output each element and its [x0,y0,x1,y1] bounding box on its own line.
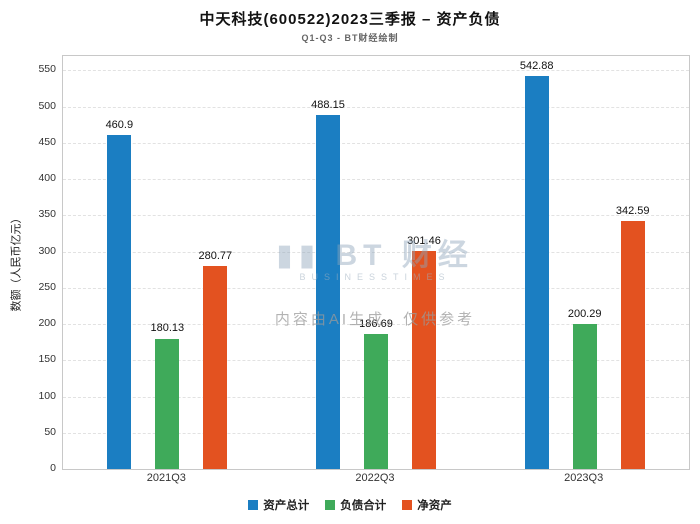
legend-swatch [325,500,336,510]
bar-value-label: 180.13 [150,322,185,335]
bar-value-label: 200.29 [567,307,602,320]
y-tick-label: 250 [38,280,56,293]
bar-负债合计-2023Q3 [572,323,597,469]
bar-净资产-2022Q3 [412,250,436,469]
x-tick-label-2021Q3: 2021Q3 [146,472,186,484]
bar-value-label: 280.77 [198,249,233,262]
y-axis-label-container: 数额（人民币亿元） [0,55,30,468]
gridline [63,106,689,108]
y-tick-label: 100 [38,389,56,402]
legend-swatch [402,500,413,510]
gridline [63,215,689,217]
gridline [63,142,689,144]
gridline [63,179,689,181]
gridline [63,70,689,72]
bar-value-label: 460.9 [105,119,134,132]
bar-value-label: 542.88 [519,59,554,72]
y-tick-label: 200 [38,317,56,330]
gridline [63,324,689,326]
bar-负债合计-2021Q3 [155,338,180,469]
y-tick-label: 550 [38,63,56,76]
bar-净资产-2021Q3 [203,265,228,469]
legend: 资产总计 负债合计 净资产 [0,497,700,513]
y-tick-label: 400 [38,172,56,185]
bar-value-label: 342.59 [615,204,650,217]
y-tick-label: 0 [50,462,56,474]
legend-label: 负债合计 [340,500,387,512]
bar-资产总计-2023Q3 [524,75,549,469]
y-tick-label: 450 [38,135,56,148]
bar-value-label: 186.69 [359,317,393,330]
y-tick-label: 500 [38,99,56,112]
bar-净资产-2023Q3 [620,220,645,469]
y-tick-label: 350 [38,208,56,221]
y-tick-label: 150 [38,353,56,366]
legend-item-净资产: 净资产 [402,497,452,513]
legend-item-负债合计: 负债合计 [325,497,386,513]
legend-label: 资产总计 [263,500,310,512]
legend-label: 净资产 [417,500,452,512]
gridline [63,287,689,289]
bar-value-label: 488.15 [311,99,345,112]
x-tick-label-2022Q3: 2022Q3 [355,472,395,484]
chart-subtitle: Q1-Q3 - BT财经绘制 [301,33,399,43]
y-tick-label: 50 [44,425,56,438]
bar-资产总计-2022Q3 [316,115,340,469]
legend-swatch [248,500,259,510]
chart-title: 中天科技(600522)2023三季报 – 资产负债 [199,11,501,28]
bar-资产总计-2021Q3 [107,135,132,469]
gridline [63,251,689,253]
bar-负债合计-2022Q3 [364,333,388,469]
y-tick-label: 300 [38,244,56,257]
y-axis-label: 数额（人民币亿元） [10,212,22,311]
x-tick-label-2023Q3: 2023Q3 [564,472,604,484]
legend-item-资产总计: 资产总计 [248,497,309,513]
plot-area: 460.9 180.13 280.77 488.15 186.69 301.46 542.8… [62,55,690,470]
bar-value-label: 301.46 [407,234,441,247]
